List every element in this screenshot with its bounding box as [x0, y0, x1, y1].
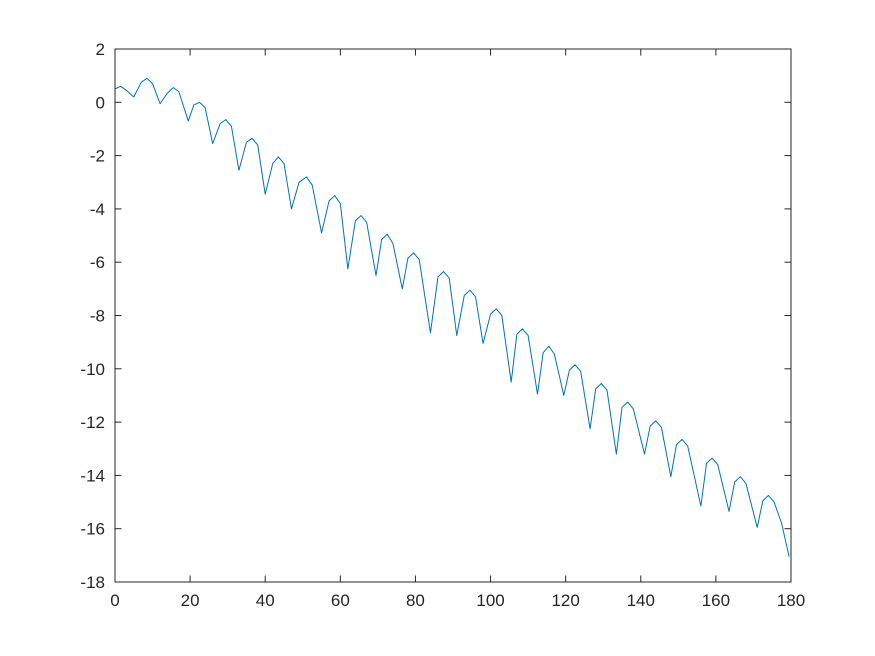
series-line-0 [114, 77, 790, 557]
x-tick-label: 0 [110, 591, 119, 610]
y-tick-label: -14 [80, 466, 105, 485]
y-tick-label: -10 [80, 360, 105, 379]
y-tick-label: 0 [96, 93, 105, 112]
axes-layer: 0 20 40 60 80 100 120 140 160 18020-2-4-6-8-10-12… [80, 40, 805, 610]
x-tick-label: 60 [331, 591, 350, 610]
x-tick-label: 20 [181, 591, 200, 610]
y-tick-label: -16 [80, 520, 105, 539]
x-tick-label: 100 [476, 591, 504, 610]
y-tick-label: -4 [90, 200, 105, 219]
x-tick-label: 120 [551, 591, 579, 610]
series-layer [114, 77, 790, 557]
x-tick-label: 180 [777, 591, 805, 610]
y-tick-label: -8 [90, 307, 105, 326]
y-tick-label: 2 [96, 40, 105, 59]
x-tick-label: 40 [256, 591, 275, 610]
plot-background [115, 49, 791, 582]
y-tick-label: -12 [80, 413, 105, 432]
y-tick-label: -6 [90, 253, 105, 272]
y-tick-label: -18 [80, 573, 105, 592]
x-tick-label: 80 [406, 591, 425, 610]
x-tick-label: 140 [627, 591, 655, 610]
y-tick-label: -2 [90, 147, 105, 166]
x-tick-label: 160 [702, 591, 730, 610]
